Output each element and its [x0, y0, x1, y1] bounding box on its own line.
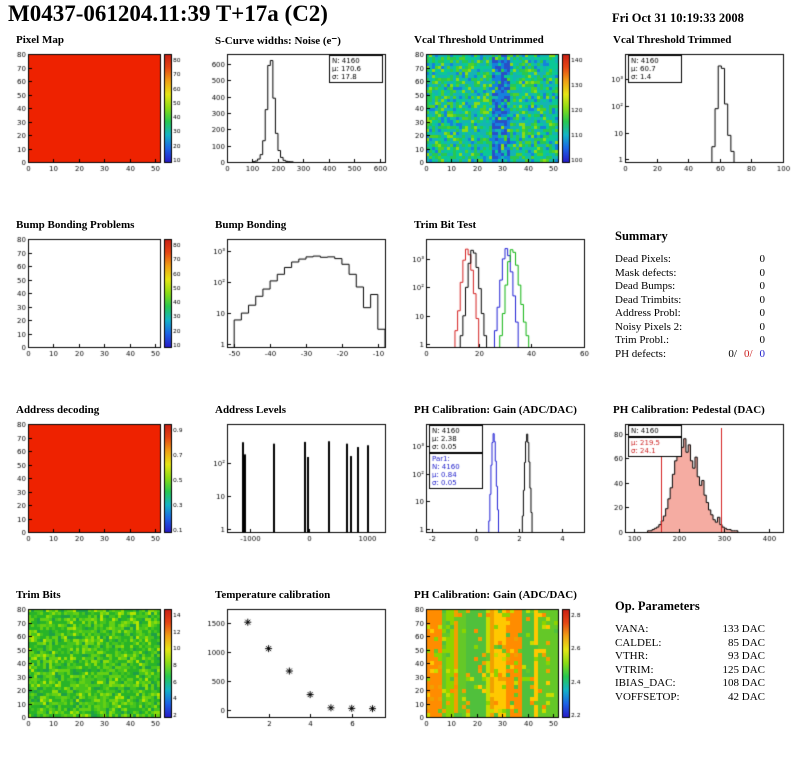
summary-label: Trim Probl.:: [615, 334, 670, 346]
scurve-noise-plot: [205, 48, 395, 176]
plot-title: Address Levels: [215, 404, 286, 416]
ph-defects-value-black: 0/: [728, 347, 737, 360]
summary-value: 0: [759, 253, 766, 265]
op-value: 85 DAC: [728, 636, 765, 649]
vcal-trimmed-plot: [603, 48, 793, 176]
ph-gain-plot: [404, 418, 594, 546]
summary-row-dead-trimbits: Dead Trimbits: 0: [615, 294, 765, 308]
plot-title: Address decoding: [16, 404, 100, 416]
summary-label: Dead Bumps:: [615, 280, 676, 292]
plot-title: S-Curve widths: Noise (e⁻): [215, 35, 341, 47]
ph-defects-values: 0/0/0: [721, 348, 765, 362]
op-label: VTRIM:: [615, 663, 654, 676]
report-date: Fri Oct 31 10:19:33 2008: [612, 11, 744, 25]
panel-ph-gain-map: PH Calibration: Gain (ADC/DAC): [398, 585, 597, 770]
summary-row-dead-bumps: Dead Bumps: 0: [615, 280, 765, 294]
plot-title: Bump Bonding Problems: [16, 219, 135, 231]
plot-title: PH Calibration: Gain (ADC/DAC): [414, 589, 577, 601]
panel-vcal-untrimmed: Vcal Threshold Untrimmed: [398, 30, 597, 215]
bump-bonding-plot: [205, 233, 395, 361]
op-value: 133 DAC: [722, 623, 765, 635]
op-value: 42 DAC: [728, 690, 765, 703]
op-row-vtrim: VTRIM: 125 DAC: [615, 664, 765, 678]
op-row-voffsetop: VOFFSETOP: 42 DAC: [615, 691, 765, 705]
op-label: VOFFSETOP:: [615, 690, 680, 703]
trim-bit-test-plot: [404, 233, 594, 361]
vcal-untrimmed-plot: [404, 48, 594, 176]
panel-summary: Summary Dead Pixels: 0 Mask defects: 0 D…: [597, 215, 796, 400]
panel-pixel-map: Pixel Map: [0, 30, 199, 215]
ph-defects-value-blue: 0: [759, 347, 766, 360]
summary-row-address-probl: Address Probl: 0: [615, 307, 765, 321]
summary-value: 0: [759, 293, 766, 306]
panel-vcal-trimmed: Vcal Threshold Trimmed: [597, 30, 796, 215]
op-parameters-title: Op. Parameters: [615, 599, 700, 613]
plot-title: Vcal Threshold Untrimmed: [414, 34, 544, 46]
plot-title: Temperature calibration: [215, 589, 331, 601]
address-levels-plot: [205, 418, 395, 546]
temperature-calibration-plot: [205, 603, 395, 731]
panel-address-decoding: Address decoding: [0, 400, 199, 585]
panel-temperature-calibration: Temperature calibration: [199, 585, 398, 770]
summary-row-ph-defects: PH defects: 0/0/0: [615, 348, 765, 362]
summary-value: 0: [759, 266, 766, 279]
summary-row-dead-pixels: Dead Pixels: 0: [615, 253, 765, 267]
panel-address-levels: Address Levels: [199, 400, 398, 585]
summary-value: 0: [759, 307, 766, 319]
panel-trim-bits: Trim Bits: [0, 585, 199, 770]
summary-title: Summary: [615, 229, 668, 243]
op-label: VANA:: [615, 623, 649, 635]
summary-row-noisy-pixels: Noisy Pixels 2: 0: [615, 321, 765, 335]
summary-value: 0: [759, 280, 766, 292]
ph-gain-map-plot: [404, 603, 594, 731]
plot-title: Vcal Threshold Trimmed: [613, 34, 732, 46]
panel-bump-bonding-problems: Bump Bonding Problems: [0, 215, 199, 400]
plot-title: Bump Bonding: [215, 219, 287, 231]
plot-title: Trim Bits: [16, 589, 61, 601]
page-title: M0437-061204.11:39 T+17a (C2): [8, 1, 328, 26]
panel-ph-pedestal: PH Calibration: Pedestal (DAC): [597, 400, 796, 585]
summary-label: Dead Pixels:: [615, 253, 671, 265]
plot-title: PH Calibration: Pedestal (DAC): [613, 404, 765, 416]
panel-scurve-noise: S-Curve widths: Noise (e⁻): [199, 30, 398, 215]
op-value: 93 DAC: [728, 650, 765, 662]
summary-label: Noisy Pixels 2:: [615, 320, 683, 333]
pixel-map-plot: [6, 48, 196, 176]
summary-value: 0: [759, 320, 766, 333]
summary-value: 0: [759, 334, 766, 346]
ph-pedestal-plot: [603, 418, 793, 546]
plot-grid: Pixel Map S-Curve widths: Noise (e⁻) Vca…: [0, 30, 796, 770]
op-label: VTHR:: [615, 650, 648, 662]
summary-label: PH defects:: [615, 347, 667, 360]
op-label: IBIAS_DAC:: [615, 677, 676, 689]
panel-bump-bonding: Bump Bonding: [199, 215, 398, 400]
summary-row-mask-defects: Mask defects: 0: [615, 267, 765, 281]
bump-bonding-problems-plot: [6, 233, 196, 361]
trim-bits-plot: [6, 603, 196, 731]
op-row-vana: VANA: 133 DAC: [615, 623, 765, 637]
plot-title: Pixel Map: [16, 34, 64, 46]
panel-op-parameters: Op. Parameters VANA: 133 DAC CALDEL: 85 …: [597, 585, 796, 770]
plot-title: Trim Bit Test: [414, 219, 477, 231]
op-value: 125 DAC: [722, 663, 765, 676]
plot-title: PH Calibration: Gain (ADC/DAC): [414, 404, 577, 416]
ph-defects-value-red: 0/: [743, 347, 753, 360]
panel-ph-gain: PH Calibration: Gain (ADC/DAC): [398, 400, 597, 585]
op-row-ibias-dac: IBIAS_DAC: 108 DAC: [615, 677, 765, 691]
panel-trim-bit-test: Trim Bit Test: [398, 215, 597, 400]
op-row-vthr: VTHR: 93 DAC: [615, 650, 765, 664]
summary-label: Dead Trimbits:: [615, 293, 682, 306]
op-label: CALDEL:: [615, 636, 662, 649]
address-decoding-plot: [6, 418, 196, 546]
op-row-caldel: CALDEL: 85 DAC: [615, 637, 765, 651]
summary-row-trim-probl: Trim Probl.: 0: [615, 334, 765, 348]
summary-label: Address Probl:: [615, 307, 681, 319]
summary-label: Mask defects:: [615, 266, 677, 279]
op-value: 108 DAC: [722, 677, 765, 689]
